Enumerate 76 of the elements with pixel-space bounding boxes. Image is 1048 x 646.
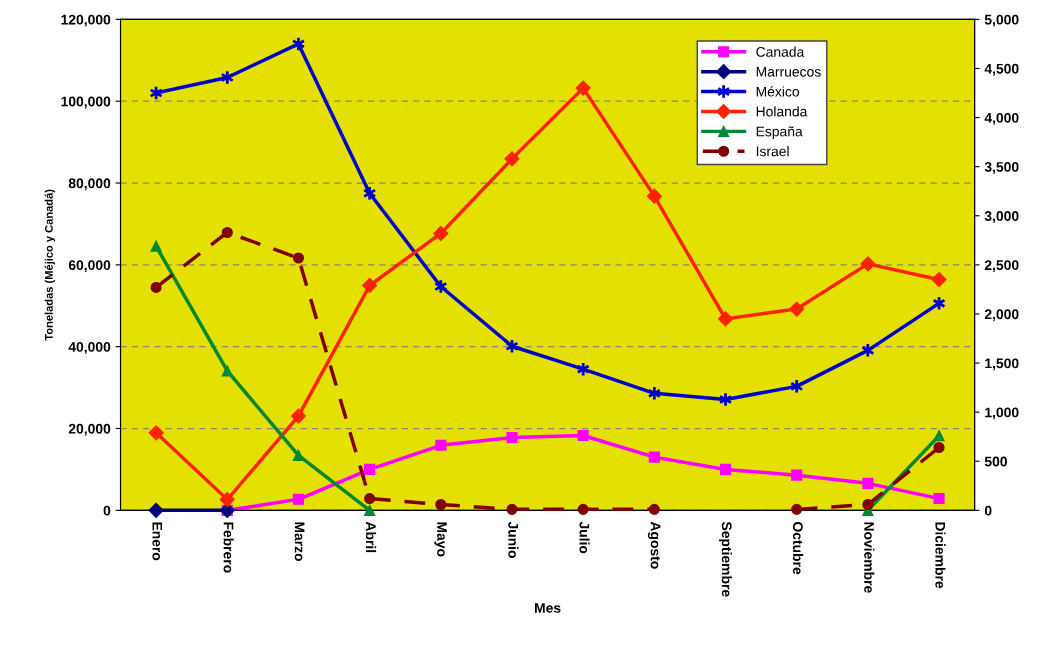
point xyxy=(292,252,305,264)
y-tick-label: 80,000 xyxy=(68,178,111,191)
y-tick-label: 20,000 xyxy=(68,423,111,436)
point xyxy=(791,469,803,481)
point xyxy=(290,408,307,424)
point xyxy=(150,281,162,294)
point xyxy=(221,365,233,377)
point xyxy=(506,431,518,444)
point xyxy=(292,493,305,505)
x-tick-label: Mayo xyxy=(434,522,447,557)
y-tick-label: 100,000 xyxy=(61,96,111,109)
point xyxy=(362,277,378,294)
y2-tick-label: 500 xyxy=(984,456,1007,467)
point xyxy=(364,493,376,505)
point xyxy=(433,225,449,242)
y2-tick-label: 3,000 xyxy=(984,211,1019,223)
point xyxy=(364,463,376,475)
point xyxy=(221,226,233,239)
point xyxy=(789,301,805,317)
point xyxy=(717,311,734,327)
point xyxy=(504,151,520,167)
point xyxy=(933,441,945,454)
y2-tick-label: 2,500 xyxy=(984,260,1019,273)
point xyxy=(931,272,947,288)
point xyxy=(435,498,447,511)
point xyxy=(648,503,660,515)
point xyxy=(148,425,164,441)
x-tick-label: Octubre xyxy=(792,522,804,575)
point xyxy=(933,430,945,442)
y-tick-label: 60,000 xyxy=(68,260,111,273)
y2-tick-label: 5,000 xyxy=(984,14,1019,27)
point xyxy=(575,80,591,96)
x-tick-label: Junio xyxy=(508,521,519,558)
x-tick-label: Marzo xyxy=(294,522,305,562)
legend-label: Holanda xyxy=(756,106,808,117)
y2-tick-label: 4,000 xyxy=(984,112,1019,125)
x-tick-label: Febrero xyxy=(223,522,234,573)
point xyxy=(648,451,660,463)
y2-tick-label: 1,000 xyxy=(985,407,1019,420)
point xyxy=(577,503,589,515)
y2-tick-label: 4,500 xyxy=(984,63,1019,76)
point xyxy=(150,240,162,252)
point xyxy=(719,463,732,475)
x-tick-label: Septiembre xyxy=(719,521,732,597)
point xyxy=(435,439,447,451)
y-axis-title: Toneladas (Méjico y Canadá) xyxy=(44,189,56,341)
x-tick-label: Abril xyxy=(365,521,377,553)
x-tick-label: Agosto xyxy=(647,521,661,569)
y2-tick-label: 3,500 xyxy=(984,162,1019,174)
x-tick-label: Julio xyxy=(579,521,590,554)
point xyxy=(364,504,376,516)
point xyxy=(791,503,803,515)
point xyxy=(577,429,589,442)
legend-label: Israel xyxy=(756,146,789,157)
point xyxy=(506,503,518,515)
y-tick-label: 120,000 xyxy=(61,14,111,27)
y2-tick-label: 1,500 xyxy=(985,358,1019,371)
x-axis-title: Mes xyxy=(535,603,561,613)
point xyxy=(933,492,945,505)
x-tick-label: Diciembre xyxy=(935,522,946,589)
y-tick-label: 0 xyxy=(103,505,111,516)
y-tick-label: 40,000 xyxy=(68,342,111,354)
x-tick-label: Noviembre xyxy=(864,522,875,593)
point xyxy=(860,256,876,272)
legend-label: Marruecos xyxy=(756,67,821,77)
y2-tick-label: 2,000 xyxy=(984,309,1019,322)
point xyxy=(646,188,662,204)
legend-label: Canada xyxy=(756,46,805,57)
point xyxy=(219,491,235,508)
x-tick-label: Enero xyxy=(152,522,163,561)
point xyxy=(148,502,164,518)
legend-label: España xyxy=(756,126,803,140)
y2-tick-label: 0 xyxy=(984,505,992,516)
point xyxy=(862,498,874,511)
point xyxy=(862,477,874,489)
legend-label: México xyxy=(756,86,800,97)
